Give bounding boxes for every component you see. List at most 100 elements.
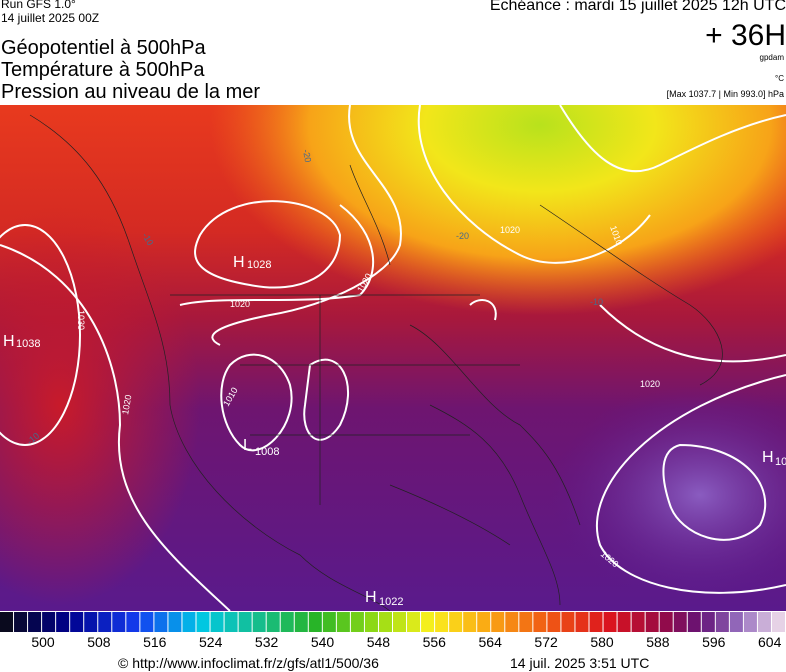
colorbar xyxy=(0,612,785,632)
run: Run GFS 1.0° xyxy=(1,0,76,11)
isobars xyxy=(0,105,786,611)
color-swatch xyxy=(364,612,378,632)
temp-label: -20 xyxy=(301,149,313,164)
color-swatch xyxy=(575,612,589,632)
lead-time: + 36H xyxy=(705,19,786,52)
color-swatch xyxy=(70,612,84,632)
colorbar-labels: 500 508 516 524 532 540 548 556 564 572 580 588 596 6… xyxy=(0,634,786,652)
low-field xyxy=(550,385,786,605)
color-swatch xyxy=(0,612,14,632)
color-swatch xyxy=(659,612,673,632)
color-swatch xyxy=(533,612,547,632)
temp-label: -20 xyxy=(456,231,469,241)
color-swatch xyxy=(28,612,42,632)
high-letter: H xyxy=(365,589,377,606)
title-3: Pression au niveau de la mer xyxy=(1,81,261,103)
color-swatch xyxy=(743,612,757,632)
contour-label: 1020 xyxy=(120,394,133,415)
valid-time: Echéance : mardi 15 juillet 2025 12h UTC xyxy=(489,0,786,14)
color-swatch xyxy=(126,612,140,632)
color-swatch xyxy=(140,612,154,632)
color-swatch xyxy=(589,612,603,632)
color-swatch xyxy=(393,612,407,632)
contour-label: 1020 xyxy=(640,379,660,389)
color-swatch xyxy=(336,612,350,632)
color-swatch xyxy=(224,612,238,632)
timestamp: 14 juil. 2025 3:51 UTC xyxy=(510,655,650,671)
title-2: Température à 500hPa xyxy=(1,59,205,81)
pressure-labels: H 1028 H 1038 L 1008 H 1022 H 10 xyxy=(3,254,786,608)
low-value: 1008 xyxy=(255,446,279,458)
colorbar-label: 596 xyxy=(702,634,726,650)
run-date: 14 juillet 2025 00Z xyxy=(1,11,100,25)
color-swatch xyxy=(645,612,659,632)
colorbar-label: 588 xyxy=(646,634,670,650)
color-swatch xyxy=(322,612,336,632)
color-swatch xyxy=(603,612,617,632)
unit-geo: gpdam xyxy=(759,53,784,62)
color-swatch xyxy=(112,612,126,632)
temp-label: -10 xyxy=(590,297,603,307)
color-swatch xyxy=(491,612,505,632)
color-swatch xyxy=(421,612,435,632)
high-value: 1038 xyxy=(16,338,40,350)
color-swatch xyxy=(547,612,561,632)
colorbar-label: 524 xyxy=(199,634,223,650)
color-swatch xyxy=(280,612,294,632)
color-swatch xyxy=(519,612,533,632)
color-swatch xyxy=(757,612,771,632)
color-swatch xyxy=(98,612,112,632)
color-swatch xyxy=(308,612,322,632)
high-letter: H xyxy=(762,449,774,466)
color-swatch xyxy=(687,612,701,632)
color-swatch xyxy=(84,612,98,632)
colorbar-label: 548 xyxy=(366,634,391,650)
color-swatch xyxy=(729,612,743,632)
unit-temp: °C xyxy=(775,74,784,83)
color-swatch xyxy=(435,612,449,632)
red-field xyxy=(0,205,200,605)
title-1: Géopotentiel à 500hPa xyxy=(1,37,206,59)
colorbar-label: 572 xyxy=(534,634,558,650)
color-swatch xyxy=(631,612,645,632)
color-swatch xyxy=(266,612,280,632)
color-swatch xyxy=(715,612,729,632)
color-swatch xyxy=(56,612,70,632)
colorbar-label: 540 xyxy=(310,634,335,650)
color-swatch xyxy=(238,612,252,632)
contour-label: 1020 xyxy=(500,225,520,235)
color-swatch xyxy=(350,612,364,632)
high-letter: H xyxy=(3,333,15,350)
color-swatch xyxy=(196,612,210,632)
source-url: © http://www.infoclimat.fr/z/gfs/atl1/50… xyxy=(118,655,379,671)
color-swatch xyxy=(378,612,392,632)
color-swatch xyxy=(210,612,224,632)
map: H 1028 H 1038 L 1008 H 1022 H 10 1020 10… xyxy=(0,105,786,611)
color-swatch xyxy=(477,612,491,632)
color-swatch xyxy=(168,612,182,632)
colorbar-label: 556 xyxy=(422,634,446,650)
high-letter: H xyxy=(233,254,245,271)
color-swatch xyxy=(252,612,266,632)
colorbar-label: 564 xyxy=(478,634,502,650)
color-swatch xyxy=(617,612,631,632)
colorbar-label: 532 xyxy=(254,634,279,650)
temperature-labels: -20 -10 -10 -20 -10 xyxy=(25,149,603,447)
color-swatch xyxy=(561,612,575,632)
low-letter: L xyxy=(243,437,252,454)
color-swatch xyxy=(673,612,687,632)
color-swatch xyxy=(701,612,715,632)
coastlines xyxy=(29,114,723,611)
colorbar-label: 604 xyxy=(758,634,782,650)
colorbar-label: 508 xyxy=(87,634,111,650)
pressure-range: [Max 1037.7 | Min 993.0] hPa xyxy=(666,89,784,99)
colorbar-label: 500 xyxy=(31,634,55,650)
colorbar-label: 580 xyxy=(590,634,614,650)
color-swatch xyxy=(182,612,196,632)
color-swatch xyxy=(449,612,463,632)
colorbar-label: 516 xyxy=(143,634,167,650)
high-value: 10 xyxy=(775,456,786,468)
color-swatch xyxy=(407,612,421,632)
warm-field xyxy=(210,105,786,315)
